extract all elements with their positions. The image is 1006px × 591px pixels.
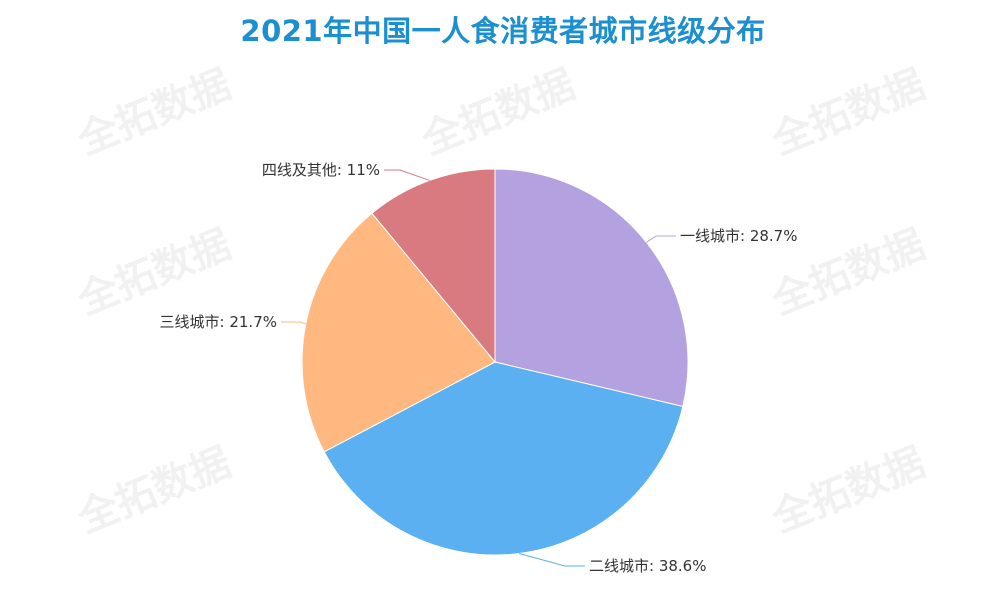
leader-line — [281, 321, 306, 325]
chart-title: 2021年中国一人食消费者城市线级分布 — [240, 14, 766, 48]
slice-label: 四线及其他: 11% — [262, 161, 380, 179]
slice-label: 二线城市: 38.6% — [589, 557, 706, 575]
leader-line — [519, 552, 585, 567]
slice-label: 三线城市: 21.7% — [160, 313, 277, 331]
pie-slice[interactable] — [494, 168, 689, 408]
pie-slice[interactable] — [301, 212, 496, 453]
leader-line — [646, 235, 676, 243]
pie-slice[interactable] — [323, 361, 684, 556]
leader-line — [384, 169, 430, 181]
slice-label: 一线城市: 28.7% — [680, 227, 797, 245]
